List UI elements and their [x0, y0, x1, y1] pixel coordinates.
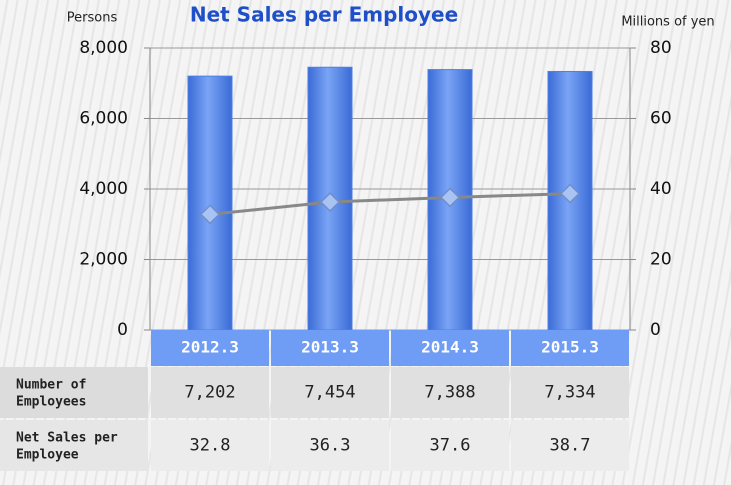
table-value: 32.8	[190, 436, 231, 456]
table-cell	[511, 420, 629, 471]
y2-axis-title: Millions of yen	[621, 15, 714, 30]
line-marker	[319, 191, 341, 213]
table-cell	[151, 367, 269, 418]
line-marker	[559, 183, 581, 204]
bar	[187, 75, 233, 331]
chart-title: Net Sales per Employee	[190, 3, 458, 27]
y-tick-label: 6,000	[79, 109, 128, 129]
y2-tick-label: 20	[650, 250, 672, 270]
row-label: Number of Employees	[16, 377, 86, 409]
table-cell	[391, 367, 509, 418]
y2-tick-label: 60	[650, 109, 672, 129]
row-label: Net Sales per Employee	[16, 430, 118, 462]
header-cell	[511, 330, 629, 366]
line-marker	[439, 187, 461, 208]
table-value: 7,454	[304, 383, 355, 403]
y-tick-label: 2,000	[79, 250, 128, 270]
x-tick-label: 2013.3	[301, 338, 359, 357]
table-value: 37.6	[430, 436, 471, 456]
y-axis-title: Persons	[67, 11, 118, 26]
x-tick-label: 2012.3	[181, 338, 239, 357]
table-cell	[271, 367, 389, 418]
line	[209, 192, 571, 216]
line-marker	[199, 204, 221, 225]
x-tick-label: 2014.3	[421, 338, 479, 357]
row-label-cell	[0, 367, 148, 418]
y2-tick-label: 40	[650, 179, 672, 199]
row-label-cell	[0, 420, 148, 471]
table-cell	[151, 420, 269, 471]
header-cell	[151, 330, 269, 366]
table-value: 7,202	[184, 383, 235, 403]
y-tick-label: 4,000	[79, 179, 128, 199]
y-tick-label: 8,000	[79, 38, 128, 58]
table-cell	[271, 420, 389, 471]
table-cell	[511, 367, 629, 418]
y2-tick-label: 0	[650, 320, 661, 340]
y-tick-label: 0	[117, 320, 128, 340]
header-cell	[271, 330, 389, 366]
table-value: 7,334	[544, 383, 595, 403]
x-tick-label: 2015.3	[541, 338, 599, 357]
header-cell	[391, 330, 509, 366]
y2-tick-label: 80	[650, 38, 672, 58]
table-value: 36.3	[310, 436, 351, 456]
table-value: 7,388	[424, 383, 475, 403]
table-value: 38.7	[550, 436, 591, 456]
table-cell	[391, 420, 509, 471]
